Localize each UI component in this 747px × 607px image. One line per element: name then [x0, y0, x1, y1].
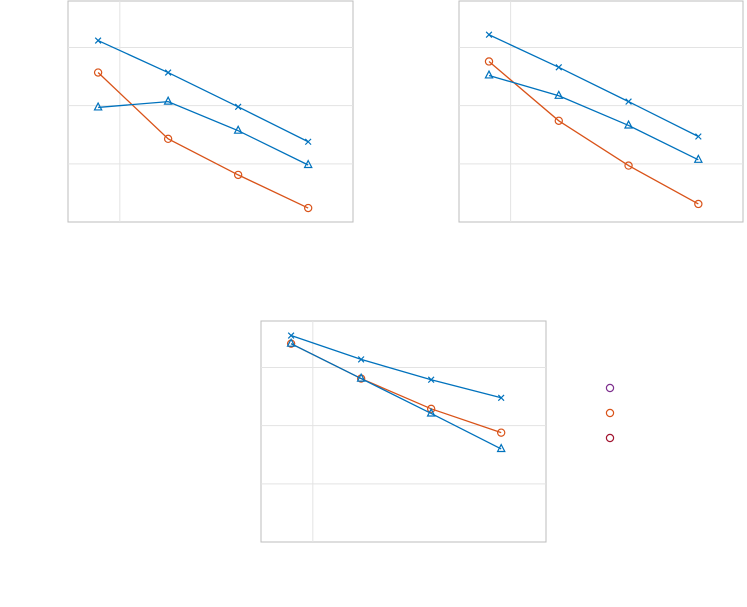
marker	[164, 69, 172, 76]
marker	[624, 161, 633, 170]
marker	[94, 37, 102, 44]
marker	[605, 383, 615, 393]
plot-area	[260, 320, 547, 543]
marker	[426, 407, 436, 417]
marker	[93, 101, 103, 111]
series-line	[98, 100, 309, 166]
series-line	[488, 34, 699, 138]
series-line	[488, 74, 699, 161]
marker	[233, 124, 243, 134]
marker	[496, 443, 506, 453]
marker	[693, 154, 703, 163]
marker	[625, 98, 632, 105]
marker	[357, 356, 365, 363]
marker	[554, 90, 564, 99]
marker	[554, 116, 563, 126]
plot-area	[458, 0, 744, 223]
marker	[303, 203, 313, 213]
marker	[93, 68, 103, 77]
marker	[233, 170, 243, 180]
marker	[694, 199, 703, 209]
series-line	[97, 72, 309, 209]
marker	[163, 95, 173, 105]
marker	[426, 404, 436, 414]
series-line	[290, 334, 502, 399]
marker	[427, 376, 435, 384]
series-line	[290, 343, 502, 450]
series-line	[97, 39, 309, 143]
marker	[287, 332, 295, 339]
marker	[496, 428, 506, 437]
series-line	[488, 60, 699, 205]
marker	[484, 69, 494, 79]
marker	[623, 119, 634, 129]
marker	[485, 31, 493, 39]
marker	[555, 63, 563, 71]
marker	[605, 433, 615, 443]
plot-area	[67, 0, 354, 223]
marker	[695, 133, 702, 140]
marker	[484, 57, 494, 66]
marker	[497, 394, 505, 402]
marker	[356, 372, 366, 382]
marker	[303, 159, 313, 169]
marker	[234, 103, 242, 111]
marker	[286, 337, 296, 347]
marker	[605, 408, 615, 418]
marker	[163, 134, 173, 144]
marker	[304, 138, 312, 146]
